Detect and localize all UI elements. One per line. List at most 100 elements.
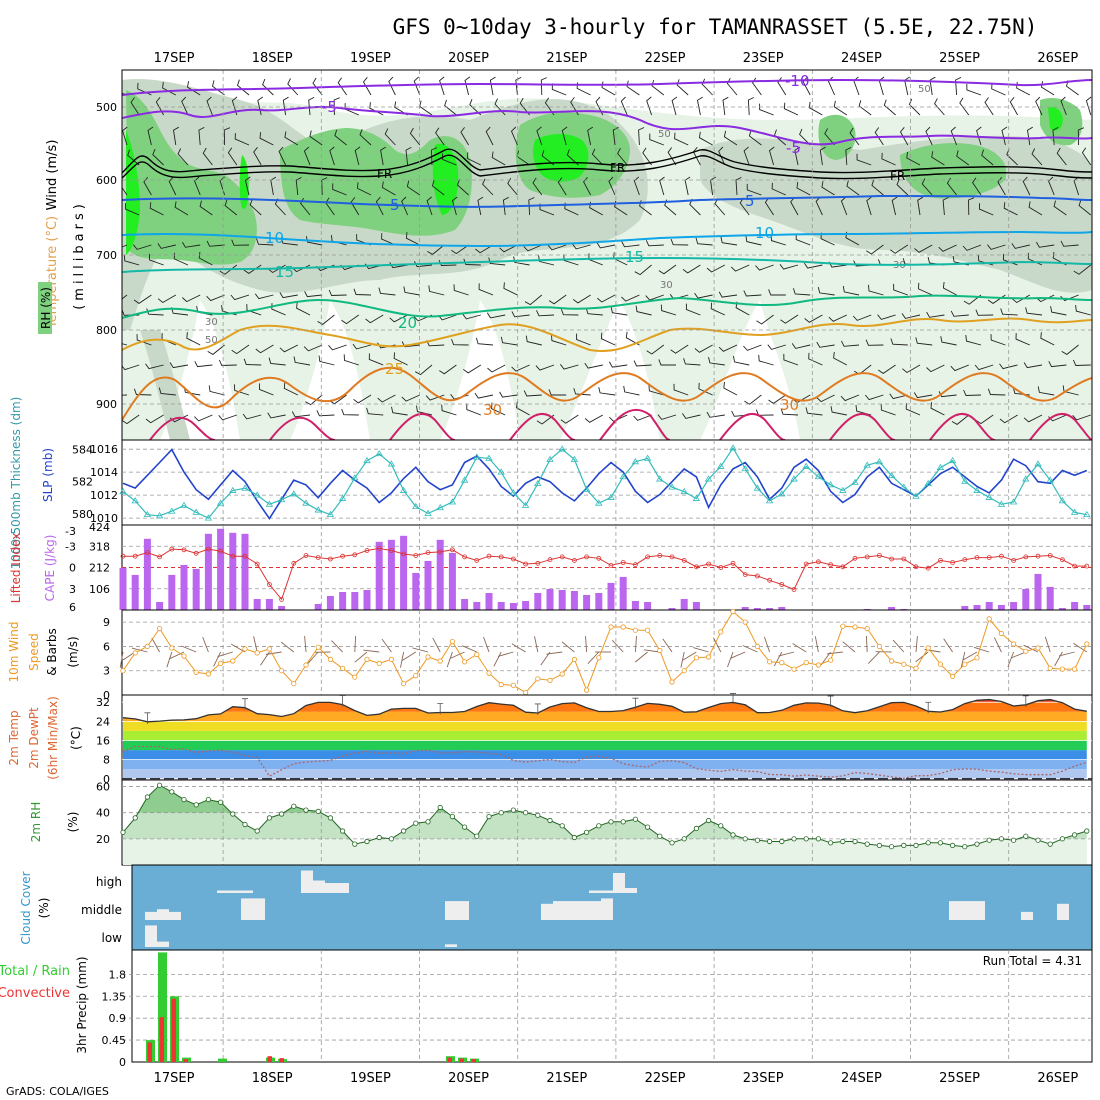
slp-point	[826, 481, 835, 488]
wind-barb	[942, 196, 949, 216]
wind10m-point	[657, 647, 663, 654]
rh2m-point	[657, 833, 663, 839]
rh2m-point	[718, 823, 724, 829]
wind-barb	[353, 288, 372, 296]
wind-barb	[976, 126, 982, 146]
wind-barb	[931, 151, 945, 166]
slp-point	[119, 487, 127, 495]
rh2m-point	[608, 819, 614, 825]
wind-barb	[409, 127, 421, 146]
rh2m-point	[913, 842, 919, 849]
wind10m-point	[730, 608, 736, 615]
wind-barb	[768, 289, 786, 296]
wind-barb	[194, 176, 201, 196]
wind10m-ticks: 9 6 3 0	[103, 616, 110, 702]
slp-point	[704, 475, 713, 482]
lifted-index-point	[755, 573, 760, 579]
wind-barb	[442, 153, 457, 166]
slp-point	[729, 444, 737, 451]
temp-minmax-marker	[1022, 695, 1029, 707]
precip-ylabel-2: Convective	[0, 986, 70, 1001]
cloud-level-high: high	[96, 875, 122, 889]
lifted-index-point	[132, 553, 138, 559]
wind10m-point	[498, 681, 504, 688]
wind10m-barb	[814, 636, 819, 653]
wind-barb	[1053, 200, 1067, 216]
cloud-level-middle: middle	[81, 903, 122, 917]
wind-barb	[833, 100, 848, 116]
cloud-clear-cell	[157, 941, 169, 947]
date-label-bottom: 17SEP	[154, 1071, 195, 1086]
wind-barb	[877, 314, 896, 320]
wind-barb	[981, 149, 994, 166]
wind-barb	[743, 146, 750, 166]
tick-label: 212	[89, 562, 110, 575]
wind-barb	[695, 237, 713, 246]
cape-bar	[680, 599, 688, 610]
cape-bar	[631, 601, 639, 610]
wind10m-point	[364, 656, 370, 663]
wind10m-barb	[867, 651, 880, 664]
wind-barb	[194, 414, 213, 422]
slp-point	[924, 479, 932, 487]
wind-barb	[303, 344, 323, 352]
lifted-index-point	[791, 587, 797, 592]
wind-barb	[242, 413, 262, 420]
wind10m-barb	[773, 651, 783, 667]
wind10m-barb	[534, 636, 539, 653]
wind10m-barb	[865, 635, 868, 653]
wind10m-ylabel-2: Speed	[27, 633, 41, 671]
precip-grid	[122, 950, 1092, 1062]
wind-barb	[208, 385, 225, 396]
slp-point	[253, 491, 261, 498]
wind-barb	[147, 126, 154, 146]
wind-barb	[262, 78, 274, 96]
slp-point	[204, 514, 213, 521]
cape-bar	[485, 593, 493, 610]
cape-bar	[534, 593, 542, 610]
tick-label: 9	[103, 616, 110, 629]
wind-barb	[389, 314, 408, 323]
wind-barb	[842, 285, 860, 296]
rh2m-point	[1072, 832, 1078, 838]
date-label-top: 20SEP	[448, 51, 489, 66]
cloud-clear-cell	[589, 901, 601, 920]
lifted-index-point	[425, 550, 431, 555]
wind-barb	[230, 294, 250, 301]
lifted-index-point	[584, 554, 589, 560]
wind-barb	[612, 126, 619, 146]
slp-point	[1034, 460, 1042, 467]
isotherm-label: FR	[610, 161, 625, 175]
wind10m-point	[986, 616, 992, 622]
wind10m-barb	[213, 651, 222, 667]
wind10m-point	[120, 668, 126, 674]
wind-barb	[706, 264, 726, 273]
slp-point	[668, 483, 676, 490]
slp-point	[216, 499, 225, 506]
wind10m-point	[144, 643, 150, 650]
wind-barb	[956, 150, 970, 166]
wind-barb	[871, 179, 884, 196]
wind-barb	[718, 146, 726, 166]
precip-convective-bar	[471, 1059, 476, 1062]
cape-bar	[143, 538, 151, 610]
slp-point	[887, 471, 896, 479]
wind-barb	[249, 199, 262, 216]
wind10m-barb	[1054, 651, 1063, 667]
wind-barb	[597, 294, 616, 303]
rh2m-point	[486, 813, 492, 820]
wind-barb	[403, 286, 420, 296]
wind-barb	[206, 294, 225, 302]
rh2m-point	[474, 833, 480, 839]
precip-convective-bar	[159, 1017, 164, 1062]
wind-barb	[804, 262, 823, 269]
cloud-clear-cell	[145, 925, 157, 947]
wind10m-point	[669, 679, 675, 685]
wind-barb	[515, 76, 522, 96]
lifted-index-point	[572, 558, 577, 563]
tick-label: 0	[69, 562, 76, 575]
wind-barb	[840, 394, 860, 402]
slp-point	[229, 486, 237, 493]
lifted-index-point	[608, 563, 614, 568]
date-label-top: 24SEP	[841, 51, 882, 66]
